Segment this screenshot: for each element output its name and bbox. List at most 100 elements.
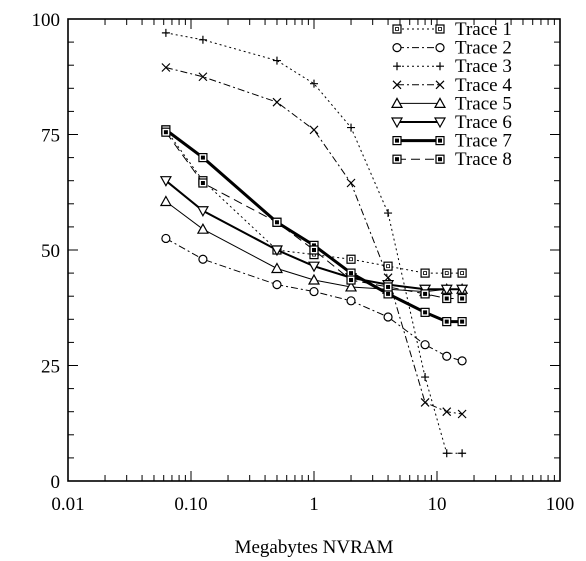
series-3-point	[458, 449, 467, 458]
x-tick-label: 0.01	[51, 494, 84, 515]
legend-label: Trace 7	[455, 131, 512, 152]
legend-entry-8: Trace 8	[392, 149, 512, 170]
series-8-point-inner	[444, 296, 449, 301]
series-2-point	[161, 233, 171, 244]
legend-marker-inner	[395, 157, 399, 162]
series-4-point	[420, 398, 430, 407]
series-4-point	[198, 72, 208, 82]
series-8-point-inner	[423, 291, 428, 296]
legend-marker-inner	[438, 157, 442, 162]
series-5-point	[270, 262, 283, 274]
series-7-point-inner	[386, 291, 391, 296]
legend-label: Trace 3	[455, 56, 512, 77]
series-2-point	[198, 254, 208, 264]
series-3-point	[421, 373, 430, 382]
axes: 0.01 0.10 1 10 100 0 25 50 75 100	[32, 10, 575, 515]
legend-entry-6: Trace 6	[390, 112, 512, 133]
series-8-point-inner	[312, 248, 316, 252]
legend-entry-4: Trace 4	[392, 75, 512, 96]
legend-marker	[390, 117, 404, 129]
series-6-point	[307, 261, 321, 273]
series-6-point	[440, 284, 453, 296]
series-5-point	[307, 273, 321, 285]
series-1-line	[165, 129, 463, 274]
series-3	[161, 28, 467, 458]
series-6-point	[159, 176, 172, 187]
legend-entry-5: Trace 5	[390, 93, 512, 114]
series-3-point	[198, 35, 207, 44]
legend-entry-3: Trace 3	[393, 56, 512, 77]
series-8-point-inner	[200, 181, 205, 186]
series-8-point-inner	[460, 296, 465, 301]
series-2-point	[309, 286, 319, 297]
legend-label: Trace 4	[455, 75, 512, 96]
series-2-point	[346, 296, 356, 306]
series-7-point-inner	[200, 155, 205, 160]
legend-marker	[392, 80, 402, 90]
x-tick-label: 100	[546, 494, 575, 515]
legend-entry-7: Trace 7	[392, 131, 512, 152]
series-4-point	[161, 63, 171, 72]
legend-marker	[433, 117, 447, 129]
series-4-point	[309, 125, 319, 135]
series-4-point	[346, 178, 356, 188]
series-7-point-inner	[423, 310, 428, 315]
series-7-point-inner	[349, 271, 354, 276]
series-1-point-inner	[460, 271, 465, 276]
legend-marker-inner	[395, 27, 399, 31]
plot-series	[159, 28, 469, 458]
series-2-point	[383, 312, 393, 322]
series-1-point	[346, 254, 356, 264]
series-1-point	[442, 268, 452, 278]
legend-label: Trace 2	[455, 38, 512, 59]
series-5-point	[159, 195, 172, 207]
legend-marker	[435, 80, 445, 90]
series-3-point	[272, 56, 281, 65]
series-3-point	[347, 123, 356, 132]
series-6-point	[196, 206, 209, 217]
x-tick-label: 10	[428, 494, 447, 515]
legend-marker	[392, 42, 402, 53]
legend-marker-inner	[395, 138, 399, 143]
legend-marker	[436, 62, 444, 71]
y-tick-label: 0	[51, 472, 61, 493]
series-6-line	[165, 179, 463, 291]
series-6-point	[270, 245, 283, 257]
legend-marker	[390, 97, 404, 108]
series-5-point	[345, 280, 358, 292]
series-4-point	[442, 407, 452, 417]
series-1-point	[383, 261, 393, 271]
series-3-point	[161, 28, 170, 37]
legend-marker	[435, 24, 445, 34]
series-8-point-inner	[163, 130, 168, 135]
series-2-point	[457, 356, 467, 366]
series-8	[161, 127, 467, 304]
legend-marker	[435, 42, 445, 53]
series-2-point	[442, 351, 452, 361]
series-8-point-inner	[349, 278, 354, 283]
series-5-point	[196, 222, 209, 234]
y-tick-label: 25	[41, 357, 60, 378]
series-8-point-inner	[274, 220, 279, 225]
y-tick-label: 100	[32, 10, 61, 31]
series-2-point	[420, 340, 430, 350]
legend-entry-2: Trace 2	[392, 38, 512, 59]
series-1-point-inner	[444, 271, 449, 276]
series-7-point-inner	[312, 243, 316, 248]
series-1-point-inner	[349, 257, 353, 262]
series-7-point-inner	[460, 319, 465, 324]
y-tick-label: 50	[41, 241, 60, 262]
legend-label: Trace 1	[455, 19, 512, 40]
legend-label: Trace 6	[455, 112, 512, 133]
series-3-point	[310, 79, 318, 88]
legend-label: Trace 5	[455, 93, 512, 114]
legend-marker-inner	[438, 138, 442, 143]
x-axis-title: Megabytes NVRAM	[235, 537, 394, 558]
series-1-point	[457, 268, 467, 278]
series-3-point	[384, 209, 393, 218]
legend-marker	[433, 97, 447, 108]
x-tick-label: 1	[309, 494, 319, 515]
series-7-point-inner	[444, 319, 449, 324]
legend-marker	[393, 62, 401, 71]
